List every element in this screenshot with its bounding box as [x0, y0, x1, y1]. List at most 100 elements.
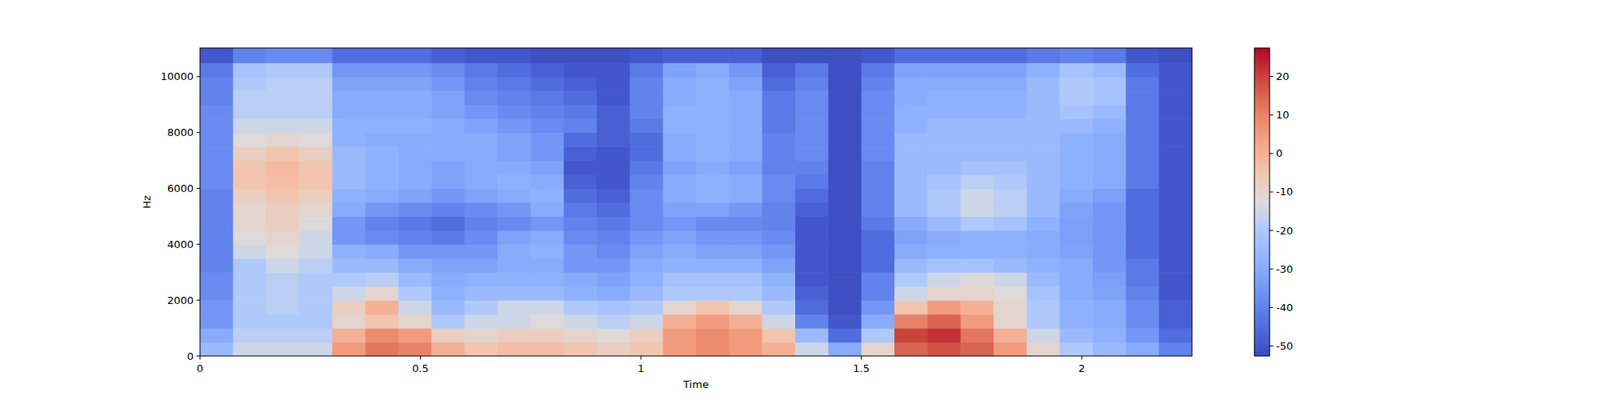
cell [200, 230, 234, 245]
cell [398, 132, 432, 148]
cell [1159, 244, 1192, 259]
cell [596, 216, 631, 231]
cell [1026, 314, 1060, 329]
x-tick-label: 0 [196, 362, 204, 375]
cell [1159, 202, 1192, 217]
cell [927, 160, 961, 176]
cell [398, 314, 432, 329]
cell [1060, 342, 1094, 356]
cell [200, 104, 234, 120]
cell [232, 62, 267, 77]
cell [398, 48, 432, 64]
cell [464, 216, 499, 231]
cell [1092, 174, 1127, 189]
cell [927, 118, 961, 133]
x-tick-label: 1.5 [852, 362, 870, 375]
cell [629, 272, 664, 287]
cell [464, 286, 499, 301]
cell [828, 76, 862, 92]
cell [596, 342, 631, 356]
cell [200, 174, 234, 189]
cell [464, 118, 499, 133]
cell [1060, 118, 1094, 133]
cell [596, 146, 631, 161]
cell [365, 258, 400, 273]
y-tick-label: 10000 [160, 70, 194, 83]
cell [696, 146, 730, 161]
y-tick [196, 300, 201, 301]
cell [530, 62, 564, 77]
cell [1125, 300, 1160, 315]
cell [332, 118, 366, 133]
cell [629, 146, 664, 161]
cell [1159, 216, 1192, 231]
cell [564, 118, 598, 133]
cell [200, 90, 234, 105]
cell [993, 272, 1028, 287]
cell [960, 244, 995, 259]
cell [728, 76, 763, 92]
cell [200, 132, 234, 148]
cell [861, 76, 896, 92]
cell [299, 286, 333, 301]
cell [464, 202, 499, 217]
cell [861, 314, 896, 329]
cell [629, 160, 664, 176]
cell [266, 90, 300, 105]
cell [927, 258, 961, 273]
cell [894, 62, 928, 77]
cell [629, 118, 664, 133]
cell [663, 174, 697, 189]
cell [564, 342, 598, 356]
cell [332, 244, 366, 259]
cell [795, 174, 829, 189]
cell [663, 90, 697, 105]
cell [795, 216, 829, 231]
cell [266, 300, 300, 315]
cell [993, 300, 1028, 315]
cell [1060, 300, 1094, 315]
cell [497, 62, 532, 77]
cell [1092, 62, 1127, 77]
cell [728, 90, 763, 105]
cell [596, 62, 631, 77]
cell [1159, 104, 1192, 120]
cell [629, 174, 664, 189]
cell [1092, 272, 1127, 287]
cell [960, 314, 995, 329]
y-tick-label: 0 [187, 350, 194, 363]
cell [629, 48, 664, 64]
cell [629, 244, 664, 259]
cell [365, 328, 400, 343]
cell [894, 202, 928, 217]
cell [762, 342, 796, 356]
cell [530, 90, 564, 105]
cell [431, 286, 465, 301]
cell [993, 342, 1028, 356]
cell [232, 258, 267, 273]
cell [1026, 328, 1060, 343]
cell [828, 174, 862, 189]
cell [431, 300, 465, 315]
cell [464, 328, 499, 343]
cell [232, 48, 267, 64]
cell [762, 160, 796, 176]
cell [1125, 328, 1160, 343]
cell [861, 48, 896, 64]
cell [200, 62, 234, 77]
cell [629, 188, 664, 203]
cell [894, 132, 928, 148]
cell [1125, 62, 1160, 77]
cell [431, 118, 465, 133]
cell [993, 328, 1028, 343]
cell [332, 258, 366, 273]
cell [960, 342, 995, 356]
cell [464, 174, 499, 189]
cell [696, 118, 730, 133]
cell [299, 342, 333, 356]
cell [398, 342, 432, 356]
cell [596, 48, 631, 64]
cell [696, 188, 730, 203]
cell [365, 90, 400, 105]
cell [1092, 258, 1127, 273]
